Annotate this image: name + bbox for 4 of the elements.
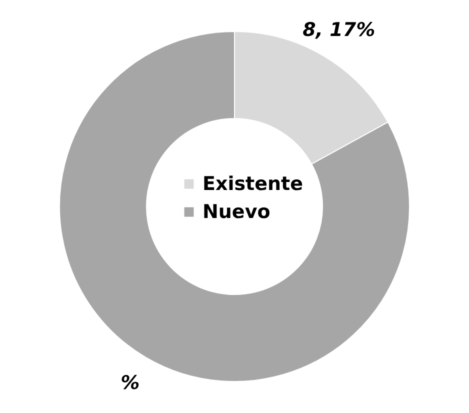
data-label: % [120, 372, 140, 394]
legend-label: Nuevo [202, 201, 270, 223]
data-label: 8, 17% [302, 19, 376, 42]
legend-label: Existente [202, 173, 304, 195]
